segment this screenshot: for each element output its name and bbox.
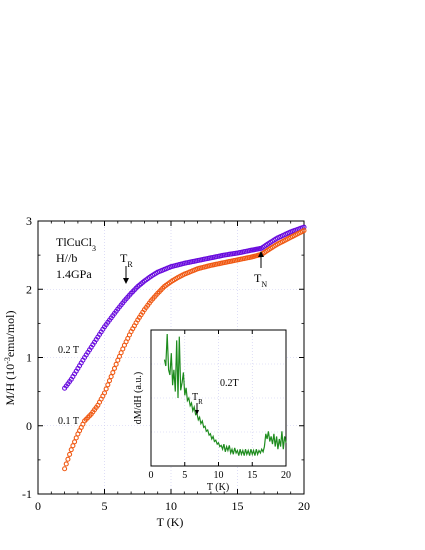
main-x-tick-label: 20 <box>298 499 310 513</box>
inset-x-tick-label: 20 <box>281 470 291 481</box>
data-point <box>65 456 71 462</box>
inset-x-axis-label: T (K) <box>207 482 229 493</box>
data-point <box>62 466 68 472</box>
inset-field-label: 0.2T <box>220 378 239 389</box>
main-y-tick-label: 1 <box>26 351 32 365</box>
series-label-0.1T: 0.1 T <box>58 416 79 427</box>
data-point <box>301 228 307 234</box>
data-point <box>110 369 116 376</box>
data-point <box>108 374 114 380</box>
inset-y-axis-label: dM/dH (a.u.) <box>133 372 144 425</box>
main-series <box>62 224 307 472</box>
series-label-0.2T: 0.2 T <box>58 345 79 356</box>
field-direction-label: H//b <box>56 251 77 265</box>
data-point <box>105 382 111 388</box>
main-x-tick-label: 5 <box>102 499 108 513</box>
main-y-tick-label: -1 <box>22 487 32 501</box>
data-point <box>113 361 119 367</box>
data-point <box>106 378 113 384</box>
tn-arrow <box>258 251 264 268</box>
main-x-tick-label: 0 <box>35 499 41 513</box>
data-point <box>101 390 108 396</box>
main-y-tick-label: 3 <box>26 214 32 228</box>
series-0.2T <box>62 224 307 391</box>
pressure-label: 1.4GPa <box>56 267 92 281</box>
tr-arrow <box>123 266 129 284</box>
main-x-tick-label: 15 <box>232 499 244 513</box>
series-0.1T <box>62 228 307 472</box>
inset-tr-arrow <box>195 403 199 415</box>
data-point <box>67 451 73 457</box>
data-point <box>111 365 118 371</box>
inset-x-tick-label: 15 <box>247 470 257 481</box>
compound-label: TlCuCl3 <box>56 235 96 253</box>
data-point <box>63 461 69 467</box>
main-x-tick-label: 10 <box>165 499 177 513</box>
x-axis-label: T (K) <box>157 515 184 529</box>
tr-label: TR <box>120 251 133 269</box>
inset-x-tick-label: 10 <box>214 470 224 481</box>
data-point <box>103 386 109 392</box>
tn-label: TN <box>254 271 267 289</box>
main-y-tick-label: 2 <box>26 282 32 296</box>
inset-x-tick-label: 0 <box>149 470 154 481</box>
y-axis-label: M/H (10-3emu/mol) <box>3 310 18 405</box>
inset-series <box>163 333 287 457</box>
inset-x-tick-label: 5 <box>182 470 187 481</box>
inset-ticks: 0 5 10 15 20 <box>149 330 291 481</box>
data-point <box>301 224 307 230</box>
inset-series-line <box>163 333 287 457</box>
inset-tr-label: TR <box>192 392 203 406</box>
main-y-tick-label: 0 <box>26 419 32 433</box>
